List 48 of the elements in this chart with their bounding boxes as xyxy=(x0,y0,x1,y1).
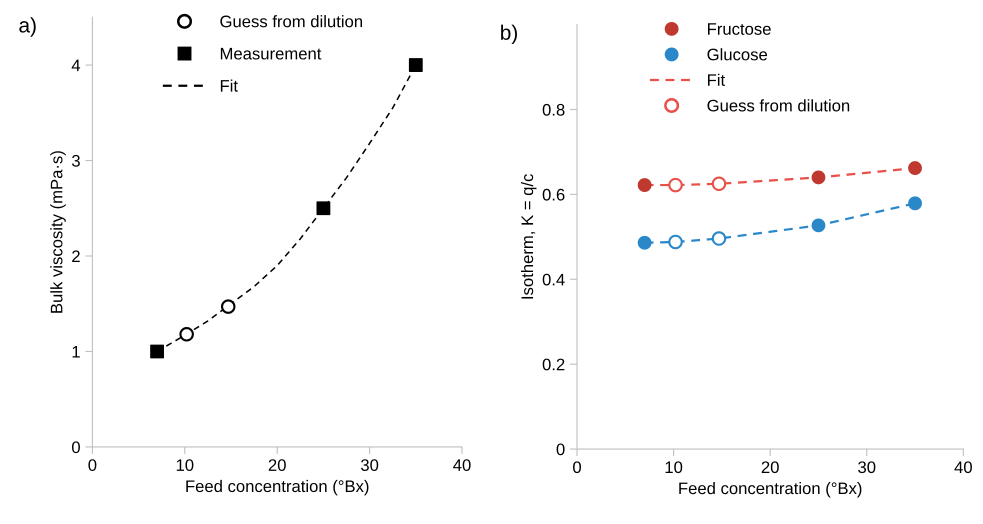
point xyxy=(638,236,652,250)
chart-title: a) xyxy=(19,17,36,37)
point xyxy=(316,201,330,216)
x-tick-label: 0 xyxy=(88,459,96,472)
legend-label: Glucose xyxy=(707,48,768,60)
legend-label: Fit xyxy=(220,80,238,92)
x-tick-label: 20 xyxy=(762,461,779,474)
point xyxy=(812,218,826,232)
x-tick-label: 10 xyxy=(176,459,194,472)
point xyxy=(150,344,164,358)
chart-title: b) xyxy=(501,24,517,44)
point xyxy=(712,231,726,246)
point xyxy=(638,178,652,192)
point xyxy=(668,178,683,192)
y-tick-label: 2 xyxy=(72,250,80,262)
y-axis-title: Isotherm, K = q/c xyxy=(520,174,536,299)
y-tick-label: 4 xyxy=(72,60,80,72)
point xyxy=(179,327,194,342)
x-tick-label: 30 xyxy=(360,459,378,472)
y-tick-label: 0.2 xyxy=(542,358,564,370)
y-tick-label: 0.8 xyxy=(542,104,564,116)
legend-label: Guess from dilution xyxy=(707,99,850,112)
x-tick-label: 40 xyxy=(453,459,471,472)
x-tick-label: 0 xyxy=(573,461,582,474)
y-tick-label: 1 xyxy=(72,346,80,358)
y-tick-label: 0 xyxy=(556,443,565,456)
legend-label: Guess from dilution xyxy=(220,15,362,28)
point xyxy=(668,234,683,250)
point xyxy=(908,196,922,210)
y-tick-label: 0.6 xyxy=(542,188,564,201)
x-tick-label: 20 xyxy=(268,459,286,472)
point xyxy=(712,176,726,192)
x-tick-label: 10 xyxy=(666,461,682,474)
y-tick-label: 3 xyxy=(72,154,80,167)
y-axis-title: Bulk viscosity (mPa·s) xyxy=(50,151,66,313)
point xyxy=(408,58,423,72)
legend-label: Fit xyxy=(708,74,726,86)
y-tick-label: 0 xyxy=(72,441,80,454)
point xyxy=(908,161,922,175)
point xyxy=(812,170,826,184)
legend-label: Fructose xyxy=(708,23,771,35)
legend-label: Measurement xyxy=(220,48,322,60)
x-tick-label: 30 xyxy=(858,461,876,474)
x-tick-label: 40 xyxy=(954,461,972,474)
y-tick-label: 0.4 xyxy=(542,274,565,286)
point xyxy=(220,299,236,314)
x-axis-title: Feed concentration (°Bx) xyxy=(679,482,862,498)
x-axis-title: Feed concentration (°Bx) xyxy=(186,480,368,496)
